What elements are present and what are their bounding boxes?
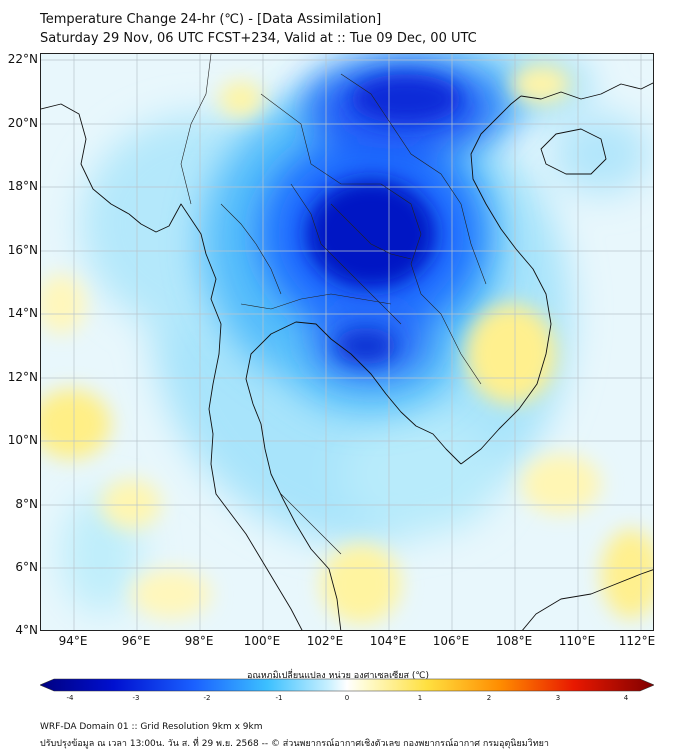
colorbar-tick: 0 (344, 694, 350, 702)
colorbar-tick: -1 (275, 694, 283, 702)
temperature-change-map (41, 54, 653, 630)
country-borders (180, 54, 487, 555)
lat-label: 18°N (7, 179, 38, 193)
colorbar-label: อุณหภูมิเปลี่ยนแปลง หน่วย องศาเซลเซียส (… (246, 671, 430, 681)
lat-label: 10°N (7, 433, 38, 447)
colorbar-bar (40, 678, 654, 692)
lat-label: 14°N (7, 306, 38, 320)
map-title: Temperature Change 24-hr (℃) - [Data Ass… (40, 12, 382, 27)
coastline-china (520, 82, 653, 100)
lat-label: 20°N (7, 116, 38, 130)
lon-label: 110°E (558, 634, 596, 648)
colorbar-tick: 1 (417, 694, 423, 702)
coastlines (41, 82, 653, 630)
coastline-borneo (522, 569, 653, 630)
graticule (41, 54, 653, 630)
map-subtitle: Saturday 29 Nov, 06 UTC FCST+234, Valid … (40, 31, 477, 46)
lon-label: 102°E (306, 634, 344, 648)
lat-label: 16°N (7, 243, 38, 257)
colorbar-tick: -3 (132, 694, 140, 702)
coastline-vietnam (460, 95, 552, 465)
footer-credit: ปรับปรุงข้อมูล ณ เวลา 13:00น. วัน ส. ที่… (40, 739, 549, 749)
lat-label: 12°N (7, 370, 38, 384)
warm-patches (41, 64, 653, 624)
lat-label: 22°N (7, 52, 38, 66)
colorbar-tick: -2 (203, 694, 211, 702)
lon-label: 112°E (618, 634, 656, 648)
lon-label: 96°E (121, 634, 151, 648)
coastline-gulf-of-thailand (245, 321, 462, 630)
lon-label: 98°E (184, 634, 214, 648)
lat-label: 8°N (15, 497, 38, 511)
lon-label: 100°E (243, 634, 281, 648)
coastline-myanmar-malay (41, 103, 303, 630)
lon-label: 104°E (369, 634, 407, 648)
colorbar-tick: 4 (623, 694, 629, 702)
colorbar-tick: 2 (486, 694, 492, 702)
footer-model-info: WRF-DA Domain 01 :: Grid Resolution 9km … (40, 722, 263, 732)
coastline-hainan (540, 128, 607, 175)
colorbar (40, 678, 654, 692)
lon-label: 94°E (58, 634, 88, 648)
map-panel (40, 53, 654, 631)
lat-label: 4°N (15, 623, 38, 637)
lon-label: 108°E (495, 634, 533, 648)
colorbar-tick: -4 (66, 694, 74, 702)
lat-label: 6°N (15, 560, 38, 574)
colorbar-tick: 3 (555, 694, 561, 702)
lon-label: 106°E (432, 634, 470, 648)
